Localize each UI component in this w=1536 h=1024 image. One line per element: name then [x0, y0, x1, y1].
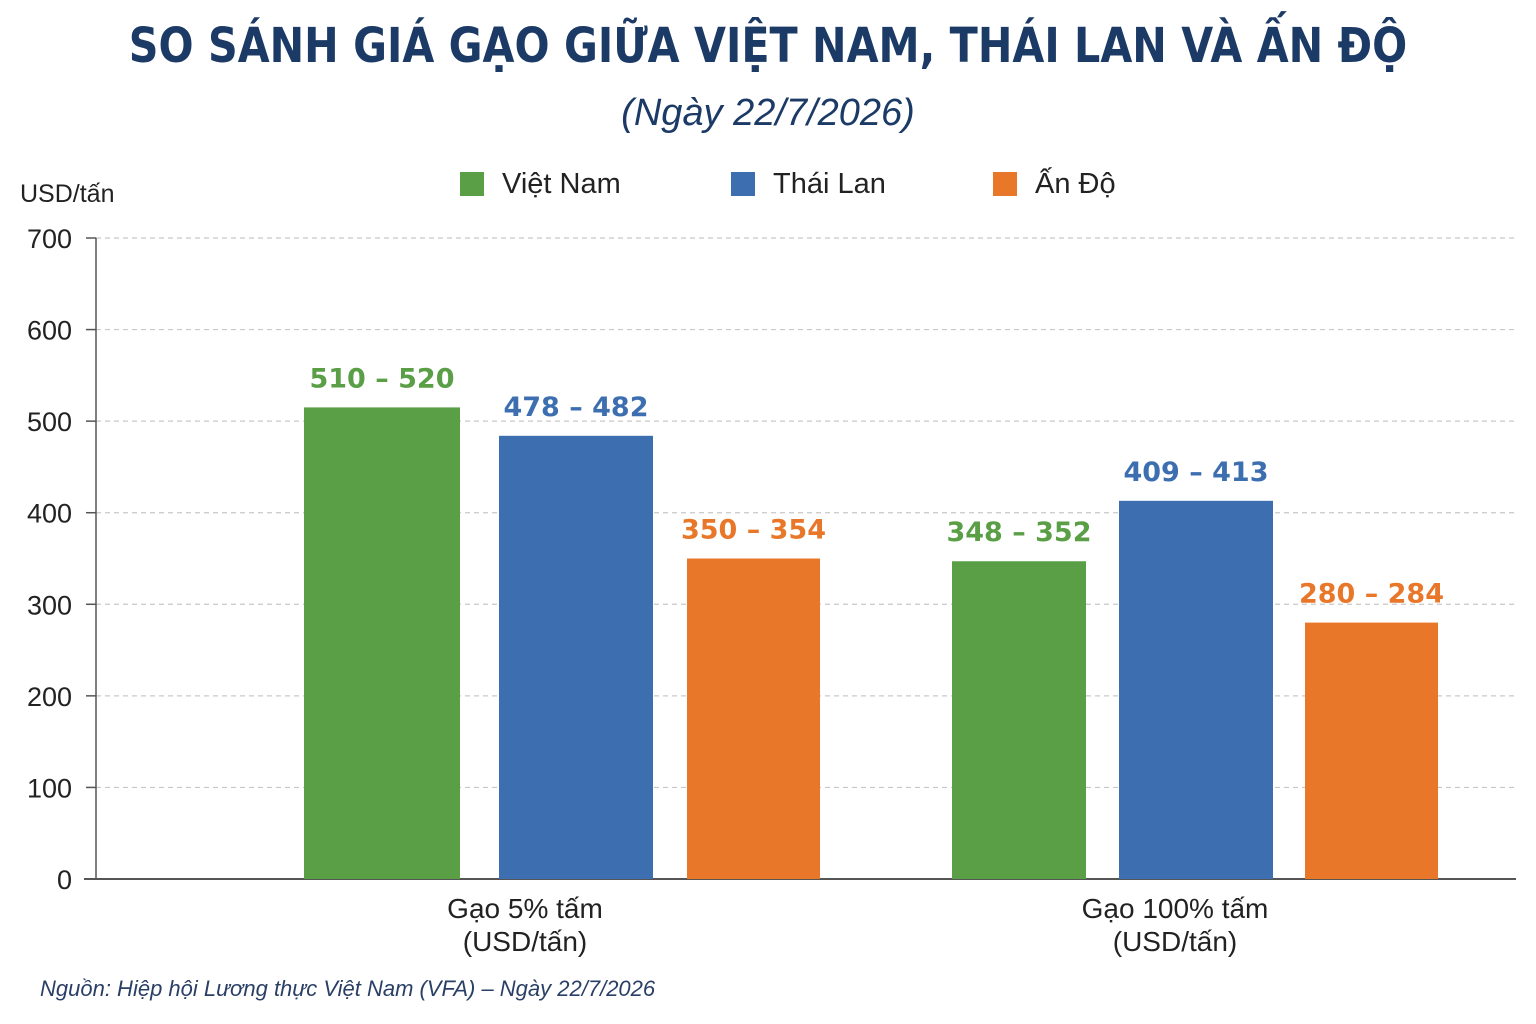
data-label-1-1: 409 – 413	[1123, 457, 1268, 488]
legend-swatch-india	[993, 172, 1017, 196]
y-axis-unit-label: USD/tấn	[20, 180, 115, 208]
legend-item-vietnam: Việt Nam	[460, 166, 621, 202]
chart-title: SO SÁNH GIÁ GẠO GIỮA VIỆT NAM, THÁI LAN …	[128, 18, 1408, 74]
chart-subtitle: (Ngày 22/7/2026)	[621, 92, 915, 134]
data-label-0-2: 350 – 354	[681, 515, 826, 546]
source-note: Nguồn: Hiệp hội Lương thực Việt Nam (VFA…	[40, 976, 656, 1001]
bar-0-2	[687, 558, 820, 879]
category-label-0-0: Gạo 5% tấm	[447, 893, 603, 924]
y-tick-label-400: 400	[27, 499, 72, 529]
legend-label-india: Ấn Độ	[1035, 167, 1116, 200]
category-label-1-0: Gạo 100% tấm	[1082, 893, 1269, 924]
y-tick-label-500: 500	[27, 407, 72, 437]
y-tick-label-100: 100	[27, 773, 72, 803]
legend-label-thailand: Thái Lan	[773, 167, 886, 200]
data-label-1-0: 348 – 352	[946, 517, 1091, 548]
legend-swatch-vietnam	[460, 172, 484, 196]
y-tick-label-200: 200	[27, 682, 72, 712]
data-label-0-1: 478 – 482	[503, 392, 648, 423]
legend-label-vietnam: Việt Nam	[502, 167, 621, 200]
category-label-1-1: (USD/tấn)	[1113, 926, 1237, 957]
bar-0-1	[499, 435, 653, 879]
bar-1-1	[1119, 500, 1273, 879]
legend-item-india: Ấn Độ	[993, 166, 1116, 202]
data-label-1-2: 280 – 284	[1299, 579, 1444, 610]
data-label-0-0: 510 – 520	[309, 363, 454, 394]
bar-1-0	[952, 561, 1086, 879]
y-tick-label-0: 0	[57, 865, 72, 895]
y-tick-label-600: 600	[27, 316, 72, 346]
y-tick-label-300: 300	[27, 590, 72, 620]
legend-item-thailand: Thái Lan	[731, 166, 886, 202]
bar-0-0	[304, 407, 460, 879]
bar-1-2	[1305, 622, 1438, 879]
y-tick-label-700: 700	[27, 224, 72, 254]
category-label-0-1: (USD/tấn)	[463, 926, 587, 957]
legend-swatch-thailand	[731, 172, 755, 196]
